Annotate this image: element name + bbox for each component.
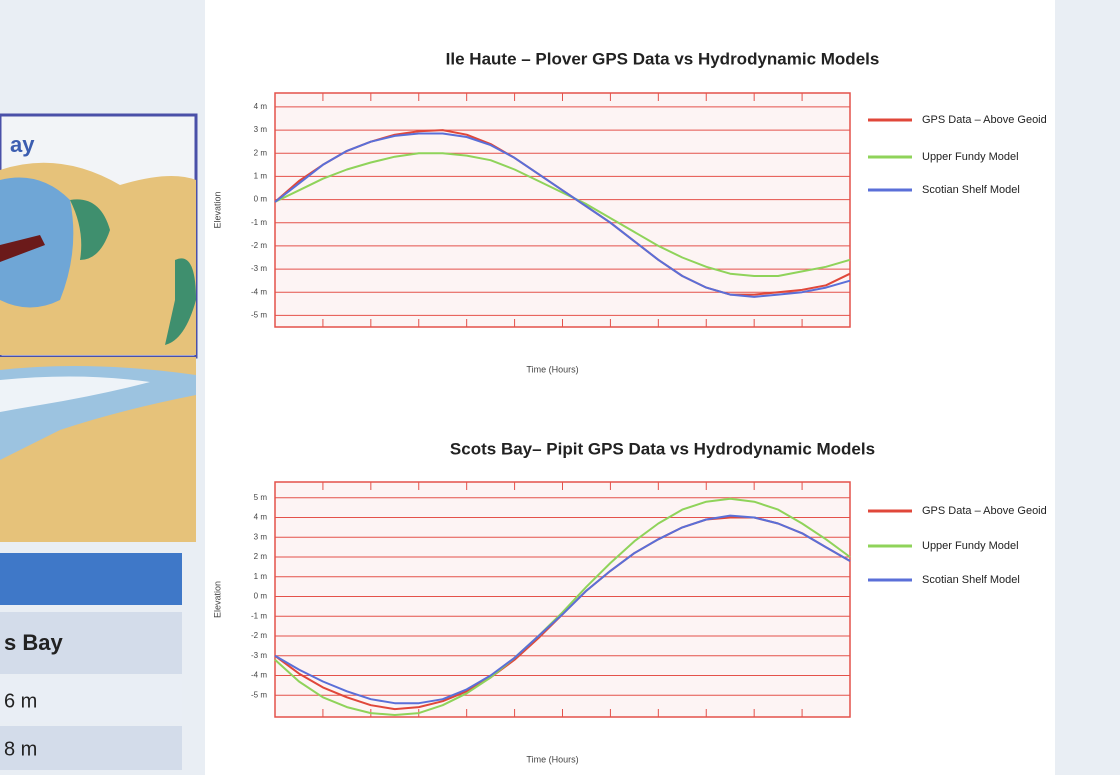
- y-tick-label: -3 m: [251, 651, 267, 660]
- y-tick-label: 0 m: [254, 592, 268, 601]
- legend-label: GPS Data – Above Geoid: [922, 114, 1047, 126]
- chart-title: Scots Bay– Pipit GPS Data vs Hydrodynami…: [450, 439, 875, 458]
- y-tick-label: -2 m: [251, 631, 267, 640]
- table-cell: 8 m: [4, 738, 37, 760]
- y-tick-label: -1 m: [251, 218, 267, 227]
- y-tick-label: -2 m: [251, 241, 267, 250]
- legend-label: Upper Fundy Model: [922, 540, 1019, 552]
- y-tick-label: 3 m: [254, 125, 268, 134]
- y-tick-label: 5 m: [254, 493, 268, 502]
- y-tick-label: 0 m: [254, 195, 268, 204]
- y-tick-label: -5 m: [251, 690, 267, 699]
- y-tick-label: -5 m: [251, 311, 267, 320]
- table-header: s Bay: [4, 630, 63, 655]
- map: [0, 115, 196, 542]
- y-tick-label: 4 m: [254, 102, 268, 111]
- y-tick-label: 1 m: [254, 572, 268, 581]
- slide: ay s Bay 6 m 8 m 4 m 3 m 2 m 1 m 0 m -1 m -2 m…: [0, 0, 1120, 775]
- legend-label: Upper Fundy Model: [922, 151, 1019, 163]
- table-cell: 6 m: [4, 690, 37, 712]
- y-tick-label: 1 m: [254, 172, 268, 181]
- y-axis-title: Elevation: [212, 191, 222, 228]
- chart-title: Ile Haute – Plover GPS Data vs Hydrodyna…: [446, 49, 880, 68]
- y-tick-label: 2 m: [254, 552, 268, 561]
- y-tick-label: -4 m: [251, 671, 267, 680]
- legend-label: Scotian Shelf Model: [922, 184, 1020, 196]
- x-axis-title: Time (Hours): [526, 364, 578, 374]
- map-label: ay: [10, 132, 35, 157]
- y-tick-label: 2 m: [254, 148, 268, 157]
- y-tick-label: -3 m: [251, 264, 267, 273]
- legend-label: Scotian Shelf Model: [922, 574, 1020, 586]
- y-tick-label: -1 m: [251, 611, 267, 620]
- table-header-bar: [0, 553, 182, 605]
- legend-label: GPS Data – Above Geoid: [922, 505, 1047, 517]
- y-tick-label: 3 m: [254, 532, 268, 541]
- y-tick-label: -4 m: [251, 287, 267, 296]
- y-axis-title: Elevation: [212, 581, 222, 618]
- y-tick-label: 4 m: [254, 513, 268, 522]
- x-axis-title: Time (Hours): [526, 754, 578, 764]
